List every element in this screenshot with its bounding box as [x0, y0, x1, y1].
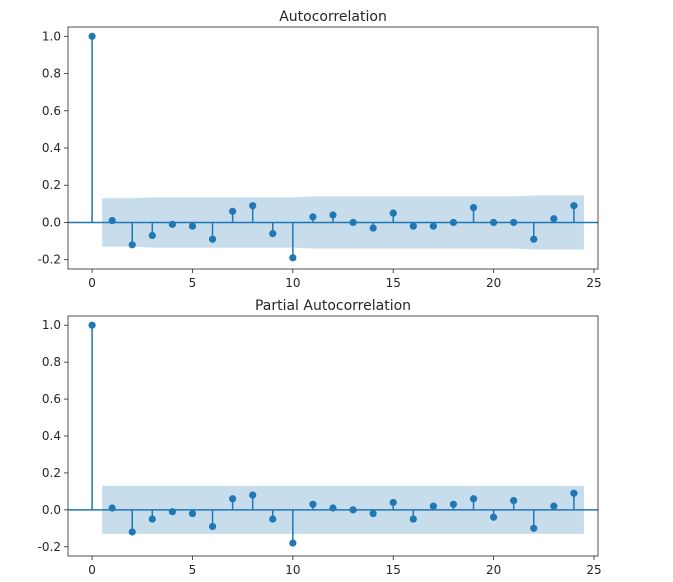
x-tick-label: 0 [88, 276, 96, 290]
x-tick-label: 10 [285, 563, 300, 577]
stem-marker [168, 220, 176, 228]
stem-marker [108, 217, 116, 225]
stem-marker [309, 500, 317, 508]
stem-marker [329, 504, 337, 512]
y-tick-label: 0.0 [42, 503, 61, 517]
stem-marker [389, 209, 397, 217]
stem-marker [429, 502, 437, 510]
stem-marker [349, 218, 357, 227]
y-tick-label: 0.0 [42, 215, 61, 229]
y-tick-label: 0.2 [42, 178, 61, 192]
x-tick-label: 5 [189, 276, 197, 290]
x-tick-label: 15 [386, 563, 401, 577]
stem-marker [188, 509, 197, 518]
y-tick-label: 0.4 [42, 141, 61, 155]
stem-marker [369, 224, 377, 232]
stem-marker [429, 222, 437, 230]
x-tick-label: 25 [586, 276, 601, 290]
stem-marker [309, 213, 317, 221]
x-tick-label: 10 [285, 276, 300, 290]
stem-marker [409, 222, 417, 230]
stem-marker [409, 515, 417, 523]
stem-marker [249, 202, 257, 210]
stem-marker [510, 218, 518, 227]
stem-marker [249, 491, 257, 499]
stem-marker [369, 509, 377, 518]
y-tick-label: -0.2 [38, 253, 61, 267]
stem-marker [269, 230, 277, 238]
y-tick-label: 0.6 [42, 392, 61, 406]
stem-marker [389, 498, 397, 507]
y-tick-label: 0.8 [42, 355, 61, 369]
stem-marker [208, 522, 217, 531]
autocorrelation-panel: -0.2 0.0 0.2 0.4 0.6 0.8 1.0 0 5 10 15 20 25 Autocorr… [38, 9, 602, 290]
y-tick-label: 0.8 [42, 67, 61, 81]
partial-autocorrelation-panel: -0.2 0.0 0.2 0.4 0.6 0.8 1.0 0 5 10 15 20 25 Partial … [38, 298, 602, 577]
stem-marker [469, 495, 478, 503]
stem-marker [229, 495, 237, 503]
stem-marker [128, 241, 136, 249]
stem-marker [530, 235, 538, 243]
stem-marker [570, 489, 578, 497]
y-tick-label: 1.0 [42, 29, 61, 43]
stem-marker [168, 508, 176, 516]
stem-marker [490, 218, 498, 227]
stem-marker [88, 321, 96, 329]
y-tick-label: 0.4 [42, 429, 61, 443]
y-tick-label: 0.2 [42, 466, 61, 480]
stem-marker [208, 235, 217, 243]
stem-marker [229, 207, 237, 215]
y-tick-label: 1.0 [42, 318, 61, 332]
stem-marker [449, 500, 458, 508]
x-tick-label: 5 [189, 563, 197, 577]
stem-marker [329, 211, 337, 219]
x-tick-label: 0 [88, 563, 96, 577]
stem-marker [510, 497, 518, 505]
chart-title: Partial Autocorrelation [255, 298, 411, 314]
stem-marker [148, 231, 156, 240]
chart-title: Autocorrelation [279, 9, 387, 25]
stem-marker [449, 218, 458, 227]
stem-marker [108, 504, 116, 512]
x-tick-label: 20 [486, 563, 501, 577]
stem-marker [530, 524, 538, 532]
stem-marker [550, 215, 558, 223]
stem-marker [188, 222, 197, 230]
x-tick-label: 25 [586, 563, 601, 577]
stem-marker [128, 528, 136, 536]
stem-marker [469, 203, 478, 212]
stem-marker [88, 32, 96, 40]
x-tick-label: 15 [386, 276, 401, 290]
stem-marker [550, 502, 558, 510]
y-tick-label: -0.2 [38, 540, 61, 554]
stem-marker [289, 539, 297, 547]
stem-marker [490, 513, 498, 521]
stem-marker [349, 506, 357, 514]
stem-marker [269, 515, 277, 523]
stem-marker [570, 202, 578, 210]
stem-marker [289, 254, 297, 262]
stem-marker [148, 515, 156, 523]
x-tick-label: 20 [486, 276, 501, 290]
y-tick-label: 0.6 [42, 104, 61, 118]
